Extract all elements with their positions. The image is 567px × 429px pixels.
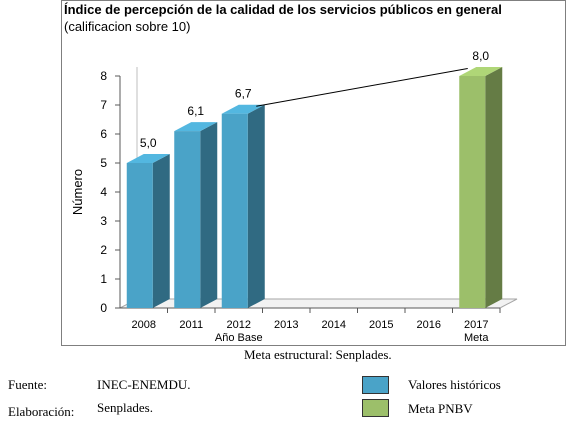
- source-label: Fuente:: [8, 377, 47, 392]
- y-tick-label: 7: [100, 98, 107, 112]
- chart-subtitle: (calificacion sobre 10): [64, 19, 191, 34]
- bar: [459, 76, 486, 308]
- x-tick-label: 2017: [464, 319, 488, 331]
- source-value: INEC-ENEMDU.: [97, 377, 191, 392]
- bar-side: [247, 104, 265, 308]
- legend-label-target: Meta PNBV: [408, 401, 473, 416]
- elaboration-label: Elaboración:: [8, 404, 75, 419]
- legend-swatch-target: [362, 399, 389, 417]
- bar: [221, 113, 248, 308]
- y-axis-title: Número: [70, 169, 85, 215]
- bar-data-label: 8,0: [472, 49, 489, 63]
- y-tick-label: 5: [100, 156, 107, 170]
- y-tick-label: 6: [100, 127, 107, 141]
- bar-top: [174, 122, 218, 132]
- x-tick-label: 2013: [274, 319, 298, 331]
- bar: [174, 131, 201, 308]
- x-tick-sublabel: Año Base: [215, 332, 263, 344]
- y-tick-label: 2: [100, 243, 107, 257]
- y-tick-label: 0: [100, 301, 107, 315]
- y-tick-label: 3: [100, 214, 107, 228]
- trend-line: [256, 68, 468, 107]
- bar-data-label: 6,7: [235, 87, 252, 101]
- bar-data-label: 5,0: [140, 136, 157, 150]
- bar-top: [459, 67, 503, 76]
- bar-side: [152, 154, 170, 308]
- x-tick-label: 2012: [227, 319, 251, 331]
- x-tick-label: 2015: [369, 319, 393, 331]
- elaboration-value: Senplades.: [97, 400, 153, 415]
- chart-caption: Meta estructural: Senplades.: [244, 347, 392, 362]
- x-tick-label: 2014: [322, 319, 346, 331]
- chart-title: Índice de percepción de la calidad de lo…: [64, 2, 502, 17]
- y-tick-label: 4: [100, 185, 107, 199]
- x-tick-label: 2011: [179, 319, 203, 331]
- legend-swatch-historic: [362, 376, 389, 394]
- y-tick-label: 1: [100, 272, 107, 286]
- bar: [126, 163, 153, 308]
- x-tick-label: 2008: [132, 319, 156, 331]
- legend-label-historic: Valores históricos: [408, 377, 501, 392]
- bar-data-label: 6,1: [187, 104, 204, 118]
- bar-top: [221, 104, 265, 114]
- x-tick-sublabel: Meta: [464, 332, 489, 344]
- y-tick-label: 8: [100, 69, 107, 83]
- x-tick-label: 2016: [417, 319, 441, 331]
- bar-side: [485, 67, 503, 308]
- bar-side: [200, 122, 218, 308]
- bar-top: [126, 154, 170, 163]
